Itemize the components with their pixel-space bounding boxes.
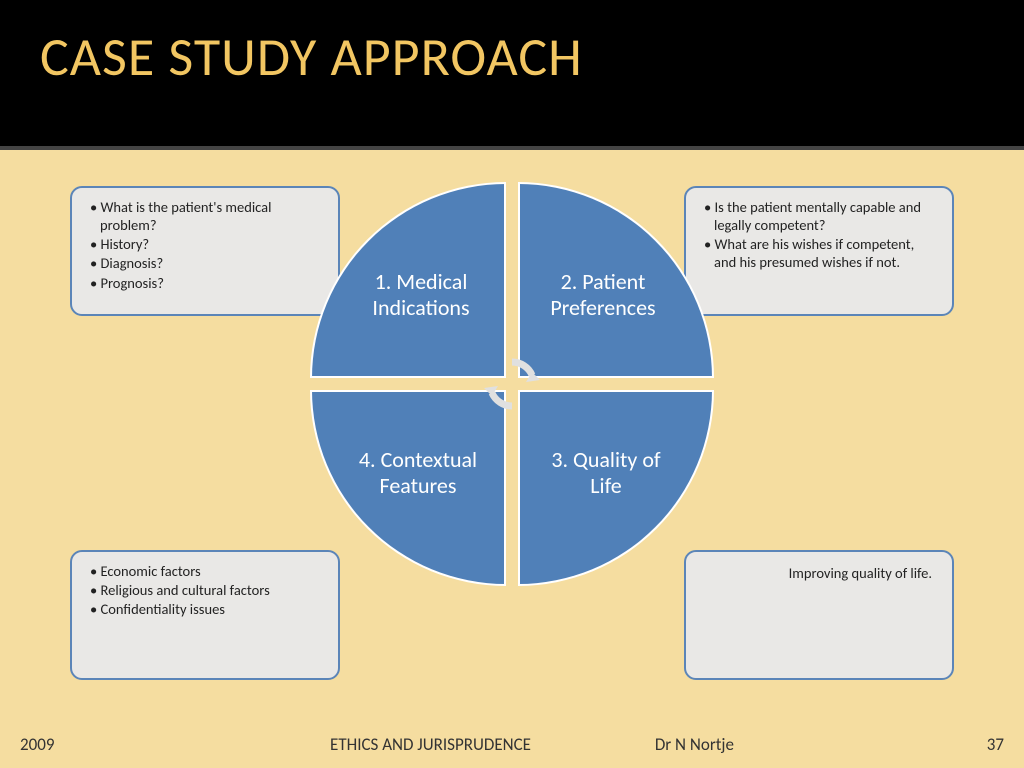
list-item: What are his wishes if competent, and hi… [704, 235, 938, 271]
footer-year: 2009 [20, 734, 120, 755]
segment-label: 4. Contextual Features [352, 447, 484, 500]
list-medical-indications: What is the patient's medical problem? H… [86, 198, 324, 292]
list-patient-preferences: Is the patient mentally capable and lega… [700, 198, 938, 272]
segment-patient-preferences: 2. Patient Preferences [518, 182, 714, 378]
list-item: What is the patient's medical problem? [90, 198, 324, 234]
segment-label: 3. Quality of Life [540, 447, 672, 500]
segment-label: 1. Medical Indications [358, 269, 484, 322]
list-item: Religious and cultural factors [90, 581, 324, 599]
list-item: History? [90, 235, 324, 253]
box-quality-of-life: Improving quality of life. [684, 550, 954, 680]
segment-contextual-features: 4. Contextual Features [310, 390, 506, 586]
slide-header: CASE STUDY APPROACH [0, 0, 1024, 150]
box-medical-indications: What is the patient's medical problem? H… [70, 186, 340, 316]
footer-page-number: 37 [944, 734, 1004, 755]
list-item: Is the patient mentally capable and lega… [704, 198, 938, 234]
box-contextual-features: Economic factors Religious and cultural … [70, 550, 340, 680]
cycle-arrows-icon [482, 354, 542, 414]
list-item: Diagnosis? [90, 254, 324, 272]
list-item: Confidentiality issues [90, 600, 324, 618]
slide-footer: 2009 ETHICS AND JURISPRUDENCE Dr N Nortj… [0, 720, 1024, 768]
list-item: Economic factors [90, 562, 324, 580]
segment-label: 2. Patient Preferences [540, 269, 666, 322]
footer-center: ETHICS AND JURISPRUDENCE Dr N Nortje [120, 734, 944, 755]
box-patient-preferences: Is the patient mentally capable and lega… [684, 186, 954, 316]
segment-medical-indications: 1. Medical Indications [310, 182, 506, 378]
footer-course: ETHICS AND JURISPRUDENCE [330, 734, 531, 755]
segment-quality-of-life: 3. Quality of Life [518, 390, 714, 586]
quality-of-life-text: Improving quality of life. [700, 564, 938, 582]
footer-author: Dr N Nortje [655, 734, 734, 755]
four-quadrant-circle: 1. Medical Indications 2. Patient Prefer… [310, 182, 714, 586]
list-item: Prognosis? [90, 274, 324, 292]
slide-title: CASE STUDY APPROACH [40, 24, 984, 90]
list-contextual-features: Economic factors Religious and cultural … [86, 562, 324, 618]
slide-body: What is the patient's medical problem? H… [0, 150, 1024, 720]
